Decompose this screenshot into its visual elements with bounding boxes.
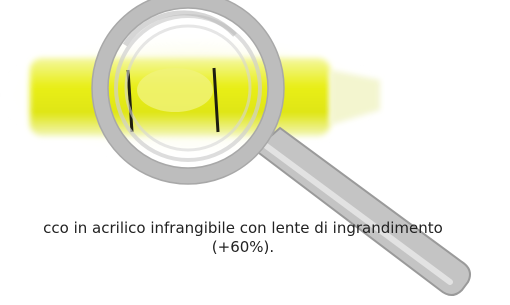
caption-line: cco in acrilico infrangibile con lente d… — [43, 219, 443, 237]
product-image: cco in acrilico infrangibile con lente d… — [0, 0, 510, 305]
page: cco in acrilico infrangibile con lente d… — [0, 0, 510, 305]
spirit-level-vial — [0, 30, 380, 160]
caption-line: (+60%). — [212, 238, 274, 256]
